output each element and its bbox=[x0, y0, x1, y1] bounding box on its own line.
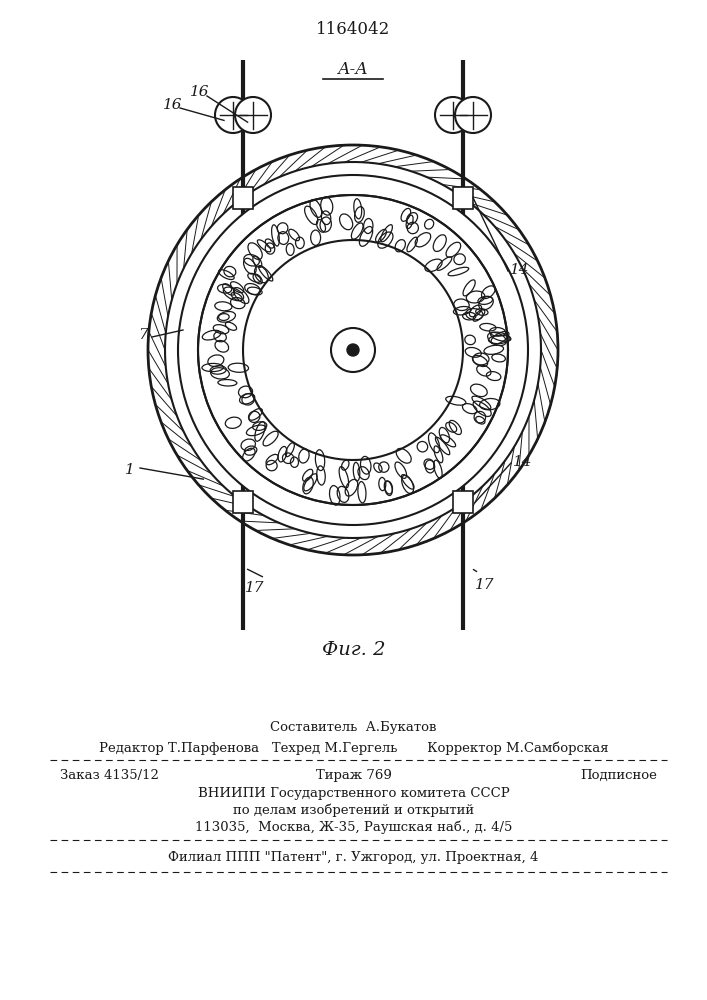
Ellipse shape bbox=[235, 97, 271, 133]
Text: 16: 16 bbox=[163, 98, 182, 112]
Text: 14: 14 bbox=[513, 455, 532, 469]
Ellipse shape bbox=[198, 195, 508, 505]
Ellipse shape bbox=[455, 97, 491, 133]
Text: Составитель  А.Букатов: Составитель А.Букатов bbox=[270, 722, 437, 734]
Ellipse shape bbox=[148, 145, 558, 555]
Text: 113035,  Москва, Ж-35, Раушская наб., д. 4/5: 113035, Москва, Ж-35, Раушская наб., д. … bbox=[195, 820, 512, 834]
Ellipse shape bbox=[331, 328, 375, 372]
Bar bbox=[453, 187, 473, 209]
Ellipse shape bbox=[178, 175, 528, 525]
Text: 7: 7 bbox=[138, 328, 148, 342]
Ellipse shape bbox=[148, 145, 558, 555]
Text: по делам изобретений и открытий: по делам изобретений и открытий bbox=[233, 803, 474, 817]
Bar bbox=[233, 491, 253, 513]
Text: Редактор Т.Парфенова   Техред М.Гергель       Корректор М.Самборская: Редактор Т.Парфенова Техред М.Гергель Ко… bbox=[99, 741, 608, 755]
Text: А-А: А-А bbox=[337, 62, 368, 79]
Text: 17: 17 bbox=[245, 581, 264, 595]
Text: ВНИИПИ Государственного комитета СССР: ВНИИПИ Государственного комитета СССР bbox=[198, 786, 509, 800]
Bar bbox=[233, 187, 253, 209]
Text: 1: 1 bbox=[125, 463, 135, 477]
Ellipse shape bbox=[435, 97, 471, 133]
Text: Заказ 4135/12: Заказ 4135/12 bbox=[60, 768, 159, 782]
Text: Тираж 769: Тираж 769 bbox=[315, 768, 392, 782]
Text: Подписное: Подписное bbox=[580, 768, 657, 782]
Text: 14: 14 bbox=[510, 263, 530, 277]
Text: 17: 17 bbox=[475, 578, 495, 592]
Ellipse shape bbox=[347, 344, 359, 356]
Text: 16: 16 bbox=[190, 85, 210, 99]
Ellipse shape bbox=[215, 97, 251, 133]
Text: 1164042: 1164042 bbox=[316, 21, 391, 38]
Text: Фиг. 2: Фиг. 2 bbox=[322, 641, 385, 659]
Bar bbox=[453, 491, 473, 513]
Text: Филиал ППП "Патент", г. Ужгород, ул. Проектная, 4: Филиал ППП "Патент", г. Ужгород, ул. Про… bbox=[168, 852, 539, 864]
